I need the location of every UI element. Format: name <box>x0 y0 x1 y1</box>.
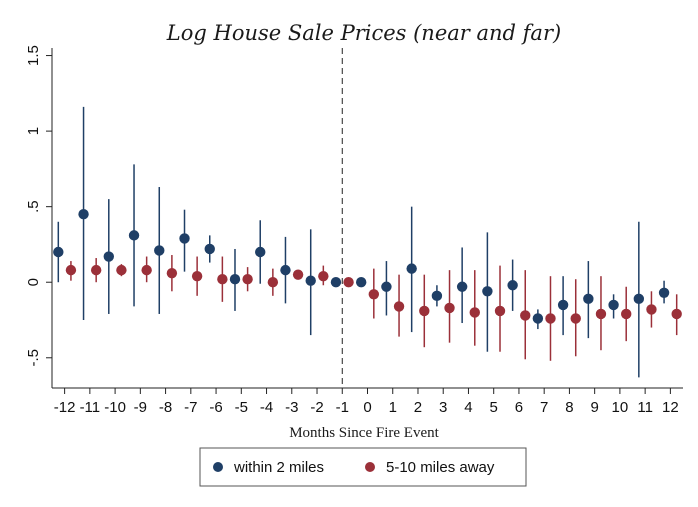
point-near <box>154 245 165 256</box>
x-tick-label: -2 <box>310 399 323 416</box>
x-tick-label: 9 <box>590 399 598 416</box>
plot-area: 1.51.50-.5-12 -11 -10 -9 -8 -7 -6 -5 -4 -3 -2 -1 0 1 2… <box>25 45 683 416</box>
x-tick-label: 5 <box>490 399 498 416</box>
point-near <box>406 263 417 274</box>
y-tick-label: 1.5 <box>25 45 42 66</box>
point-near <box>456 281 468 292</box>
point-far <box>242 274 253 285</box>
x-tick-label: -4 <box>260 399 273 416</box>
point-near <box>179 233 190 244</box>
x-tick-label: -1 <box>336 399 349 416</box>
point-far <box>494 305 506 317</box>
x-tick-label: 8 <box>565 399 573 416</box>
point-near <box>583 293 594 305</box>
point-near <box>53 246 64 258</box>
legend-label-5-10-miles-away: 5-10 miles away <box>386 459 495 476</box>
point-far <box>545 313 556 324</box>
point-near <box>507 280 518 291</box>
y-tick-label: -.5 <box>25 349 42 367</box>
x-tick-label: -7 <box>184 399 197 416</box>
x-tick-label: -11 <box>80 399 101 416</box>
point-far <box>90 264 102 276</box>
x-tick-label: 12 <box>662 399 679 416</box>
point-far <box>318 270 329 282</box>
point-near <box>280 264 291 276</box>
point-far <box>267 277 279 288</box>
x-tick-label: 10 <box>612 399 629 416</box>
x-tick-label: 1 <box>389 399 397 416</box>
x-axis-label: Months Since Fire Event <box>289 425 439 441</box>
x-tick-label: -12 <box>54 399 76 416</box>
point-near <box>633 293 645 305</box>
point-near <box>103 251 114 262</box>
point-far <box>191 270 203 282</box>
point-near <box>381 281 392 292</box>
x-tick-label: 3 <box>439 399 447 416</box>
point-near <box>557 299 569 311</box>
point-far <box>671 308 682 320</box>
legend: within 2 miles 5-10 miles away <box>199 447 527 487</box>
point-far <box>621 308 632 320</box>
x-tick-label: 4 <box>464 399 472 416</box>
point-far <box>141 264 152 276</box>
point-near <box>255 246 266 258</box>
y-tick-label: .5 <box>25 200 42 213</box>
point-far <box>65 264 77 276</box>
point-far <box>368 289 380 300</box>
legend-box <box>199 447 527 487</box>
y-tick-label: 1 <box>25 127 42 135</box>
point-near <box>658 287 670 298</box>
point-far <box>570 313 581 324</box>
chart-title: Log House Sale Prices (near and far) <box>166 21 561 45</box>
point-near <box>330 277 342 288</box>
point-far <box>646 304 657 315</box>
point-far <box>520 310 531 321</box>
x-tick-label: -8 <box>159 399 172 416</box>
point-near <box>229 274 241 285</box>
x-tick-label: -3 <box>285 399 298 416</box>
point-near <box>204 243 215 255</box>
point-near <box>355 277 367 288</box>
x-tick-label: -5 <box>235 399 248 416</box>
point-far <box>292 269 304 280</box>
point-far <box>419 305 430 317</box>
x-tick-label: -6 <box>209 399 222 416</box>
point-far <box>343 277 354 288</box>
point-near <box>128 230 140 241</box>
legend-label-within-2-miles: within 2 miles <box>233 459 324 476</box>
x-tick-label: 7 <box>540 399 548 416</box>
point-near <box>608 299 619 311</box>
y-tick-label: 0 <box>25 278 42 286</box>
point-far <box>217 274 228 285</box>
point-near <box>305 275 316 286</box>
point-far <box>166 267 178 279</box>
x-tick-label: -10 <box>104 399 126 416</box>
point-near <box>532 313 544 324</box>
x-tick-label: 2 <box>414 399 422 416</box>
x-tick-label: -9 <box>134 399 147 416</box>
point-near <box>431 290 443 302</box>
point-near <box>78 209 89 220</box>
x-tick-label: 11 <box>637 399 653 416</box>
point-far <box>116 264 127 276</box>
point-far <box>393 301 405 312</box>
x-tick-label: 6 <box>515 399 523 416</box>
x-tick-label: 0 <box>363 399 371 416</box>
point-far <box>469 307 480 318</box>
point-near <box>482 286 493 297</box>
legend-marker-within-2-miles <box>213 462 223 472</box>
legend-marker-5-10-miles-away <box>365 462 375 472</box>
point-far <box>444 302 455 314</box>
point-far <box>595 308 607 320</box>
